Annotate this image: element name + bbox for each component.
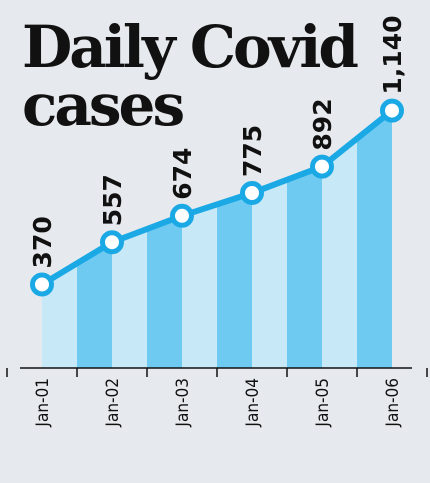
x-tick-label: Jan-02 bbox=[103, 378, 123, 428]
value-label: 775 bbox=[238, 125, 267, 177]
value-labels-group: 370 557 674 775 892 1,140 bbox=[28, 16, 407, 269]
area-strip bbox=[77, 242, 112, 368]
x-tick-label: Jan-05 bbox=[313, 378, 333, 428]
value-label: 674 bbox=[168, 148, 197, 200]
value-label: 892 bbox=[308, 98, 337, 150]
chart-title-line-2: cases bbox=[22, 71, 185, 139]
x-tick-label: Jan-04 bbox=[243, 378, 263, 428]
chart-title: Daily Covid cases bbox=[22, 13, 359, 139]
x-tick-label: Jan-06 bbox=[383, 378, 403, 428]
data-points-group bbox=[30, 98, 404, 297]
data-point bbox=[100, 230, 124, 255]
series-line-group bbox=[39, 107, 395, 288]
area-strip bbox=[112, 229, 147, 368]
area-strip bbox=[182, 204, 217, 368]
x-axis bbox=[6, 367, 428, 377]
area-strip bbox=[217, 193, 252, 368]
area-strip bbox=[147, 215, 182, 368]
data-point bbox=[380, 98, 404, 123]
area-strip bbox=[322, 138, 357, 368]
chart-title-line-1: Daily Covid bbox=[22, 13, 359, 81]
data-point bbox=[30, 272, 54, 297]
data-point bbox=[240, 181, 264, 206]
data-point bbox=[310, 154, 334, 179]
area-fill-group bbox=[42, 110, 392, 368]
series-line bbox=[39, 107, 395, 288]
area-strip bbox=[357, 110, 392, 368]
x-tick-label: Jan-01 bbox=[33, 378, 53, 428]
value-label: 370 bbox=[28, 216, 57, 268]
value-label: 557 bbox=[98, 174, 127, 226]
tick-labels-group: Jan-01 Jan-02 Jan-03 Jan-04 Jan-05 Jan-06 bbox=[33, 378, 403, 428]
value-label: 1,140 bbox=[378, 16, 407, 95]
x-tick-label: Jan-03 bbox=[173, 378, 193, 428]
area-strip bbox=[252, 179, 287, 368]
data-point bbox=[170, 203, 194, 228]
area-strip bbox=[287, 166, 322, 368]
